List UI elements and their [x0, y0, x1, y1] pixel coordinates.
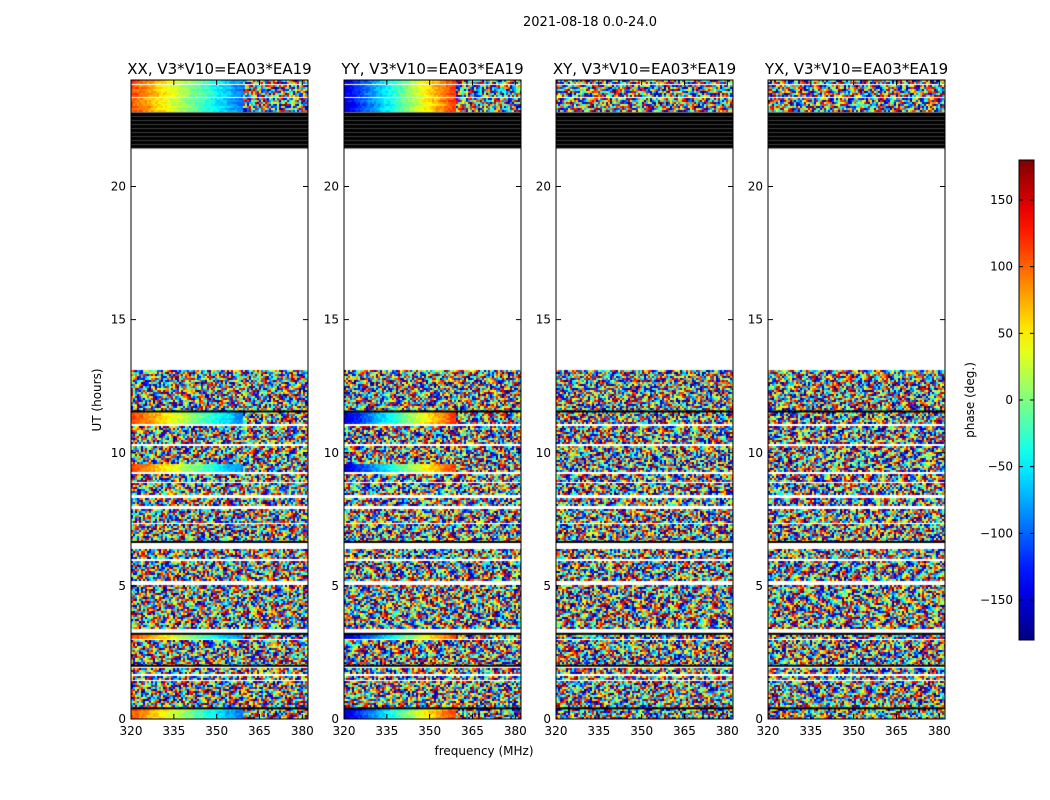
- y-tick-label: 20: [111, 180, 126, 194]
- colorbar-tick-label: −150: [980, 593, 1013, 607]
- panel-xx: XX, V3*V10=EA03*EA19 320 335 350 365 380 0 5 10 1…: [111, 60, 314, 738]
- x-tick-label: 350: [205, 724, 228, 738]
- x-tick-label: 320: [545, 724, 568, 738]
- x-tick-label: 320: [120, 724, 143, 738]
- colorbar-tick-label: −100: [980, 526, 1013, 540]
- panel-frame-xx: [130, 79, 309, 720]
- panel-frame-yx: [767, 79, 946, 720]
- colorbar-tick-label: −50: [988, 460, 1013, 474]
- x-tick-label: 335: [162, 724, 185, 738]
- y-tick-label: 0: [118, 712, 126, 726]
- x-tick-label: 380: [928, 724, 951, 738]
- colorbar: −150 −100 −50 0 50 100 150: [980, 159, 1035, 641]
- x-tick-label: 380: [291, 724, 314, 738]
- y-tick-label: 0: [755, 712, 763, 726]
- x-tick-label: 335: [587, 724, 610, 738]
- colorbar-tick-label: 0: [1005, 393, 1013, 407]
- y-tick-label: 10: [748, 446, 763, 460]
- y-tick-label: 20: [324, 180, 339, 194]
- y-tick-label: 15: [748, 313, 763, 327]
- x-tick-label: 320: [333, 724, 356, 738]
- x-tick-label: 365: [673, 724, 696, 738]
- y-tick-label: 5: [755, 579, 763, 593]
- y-tick-label: 15: [324, 313, 339, 327]
- phase-image-yy: [344, 80, 521, 719]
- x-tick-label: 350: [630, 724, 653, 738]
- y-tick-label: 20: [748, 180, 763, 194]
- x-tick-label: 365: [248, 724, 271, 738]
- panel-title-xx: XX, V3*V10=EA03*EA19: [127, 60, 311, 78]
- phase-heatmap-yx: [768, 80, 945, 719]
- y-tick-label: 15: [536, 313, 551, 327]
- panels-layer: XX, V3*V10=EA03*EA19 320 335 350 365 380 0 5 10 1…: [111, 60, 951, 738]
- x-tick-label: 335: [799, 724, 822, 738]
- x-tick-label: 380: [716, 724, 739, 738]
- x-tick-label: 350: [418, 724, 441, 738]
- y-tick-label: 5: [118, 579, 126, 593]
- figure-suptitle: 2021-08-18 0.0-24.0: [523, 15, 657, 30]
- panel-title-yy: YY, V3*V10=EA03*EA19: [340, 60, 523, 78]
- x-tick-label: 350: [842, 724, 865, 738]
- phase-image-xx: [131, 80, 308, 719]
- y-tick-label: 0: [331, 712, 339, 726]
- phase-heatmap-xy: [556, 80, 733, 719]
- x-tick-label: 365: [461, 724, 484, 738]
- panel-frame-xy: [555, 79, 734, 720]
- y-tick-label: 20: [536, 180, 551, 194]
- y-tick-label: 15: [111, 313, 126, 327]
- panel-title-yx: YX, V3*V10=EA03*EA19: [764, 60, 948, 78]
- y-axis-label: UT (hours): [90, 368, 104, 431]
- panel-yy: YY, V3*V10=EA03*EA19 320 335 350 365 380 0 5 10 1…: [324, 60, 527, 738]
- y-tick-label: 10: [111, 446, 126, 460]
- x-tick-label: 365: [885, 724, 908, 738]
- y-tick-label: 10: [536, 446, 551, 460]
- y-tick-label: 0: [543, 712, 551, 726]
- panel-yx: YX, V3*V10=EA03*EA19 320 335 350 365 380 0 5 10 1…: [748, 60, 951, 738]
- y-tick-label: 5: [331, 579, 339, 593]
- panel-title-xy: XY, V3*V10=EA03*EA19: [553, 60, 736, 78]
- phase-heatmap-xx: [131, 80, 308, 719]
- x-axis-label: frequency (MHz): [434, 744, 533, 758]
- phase-heatmap-yy: [344, 80, 521, 719]
- phase-image-xy: [556, 80, 733, 719]
- x-tick-label: 380: [504, 724, 527, 738]
- colorbar-label: phase (deg.): [963, 362, 977, 438]
- colorbar-tick-label: 150: [990, 193, 1013, 207]
- panel-xy: XY, V3*V10=EA03*EA19 320 335 350 365 380 0 5 10 1…: [536, 60, 739, 738]
- x-tick-label: 335: [375, 724, 398, 738]
- x-tick-label: 320: [757, 724, 780, 738]
- y-tick-label: 5: [543, 579, 551, 593]
- panel-frame-yy: [343, 79, 522, 720]
- colorbar-tick-label: 50: [998, 326, 1013, 340]
- y-tick-label: 10: [324, 446, 339, 460]
- phase-image-yx: [768, 80, 945, 719]
- colorbar-tick-label: 100: [990, 260, 1013, 274]
